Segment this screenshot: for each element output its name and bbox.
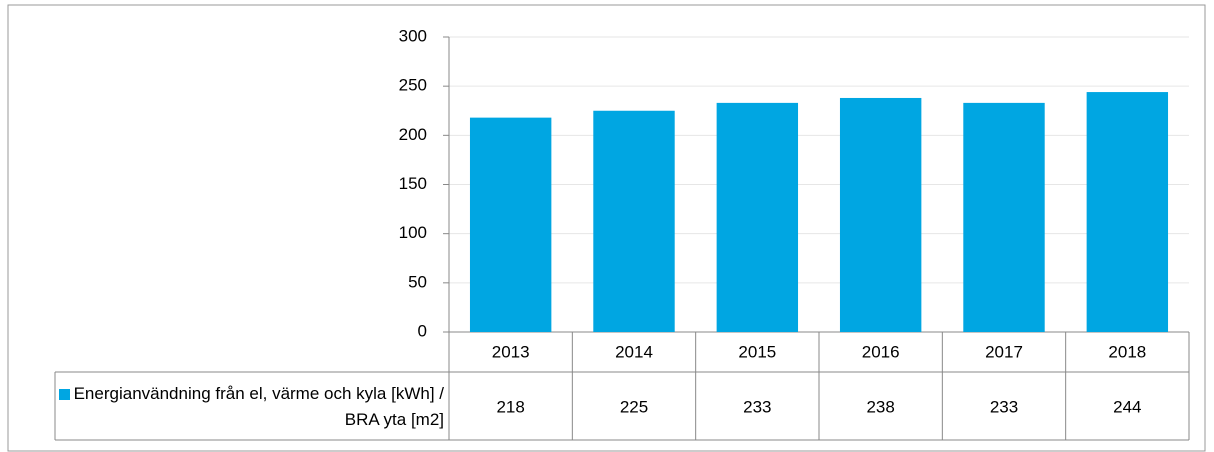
- legend: Energianvändning från el, värme och kyla…: [58, 376, 444, 438]
- legend-label: Energianvändning från el, värme och kyla…: [73, 384, 444, 429]
- y-tick-label: 300: [399, 26, 427, 45]
- bar: [593, 110, 675, 332]
- y-tick-label: 100: [399, 223, 427, 242]
- x-tick-label: 2017: [985, 342, 1023, 361]
- x-tick-label: 2018: [1108, 342, 1146, 361]
- bar: [963, 102, 1045, 332]
- x-tick-label: 2014: [615, 342, 653, 361]
- table-value: 233: [743, 397, 771, 416]
- table-value: 244: [1113, 397, 1141, 416]
- x-tick-label: 2013: [492, 342, 530, 361]
- chart-border: [7, 4, 1206, 452]
- bar: [716, 102, 799, 332]
- y-tick-label: 250: [399, 76, 427, 95]
- x-tick-label: 2015: [738, 342, 776, 361]
- y-tick-label: 200: [399, 125, 427, 144]
- legend-key: [58, 389, 70, 401]
- table-value: 233: [990, 397, 1018, 416]
- y-tick-label: 50: [408, 272, 427, 291]
- bar: [1086, 92, 1169, 332]
- table-value: 218: [496, 397, 524, 416]
- y-tick-label: 0: [418, 321, 427, 340]
- x-tick-label: 2016: [862, 342, 900, 361]
- bar: [469, 117, 552, 332]
- bar: [839, 97, 922, 332]
- table-value: 238: [866, 397, 894, 416]
- legend-entry: Energianvändning från el, värme och kyla…: [58, 381, 444, 433]
- y-tick-label: 150: [399, 174, 427, 193]
- table-value: 225: [620, 397, 648, 416]
